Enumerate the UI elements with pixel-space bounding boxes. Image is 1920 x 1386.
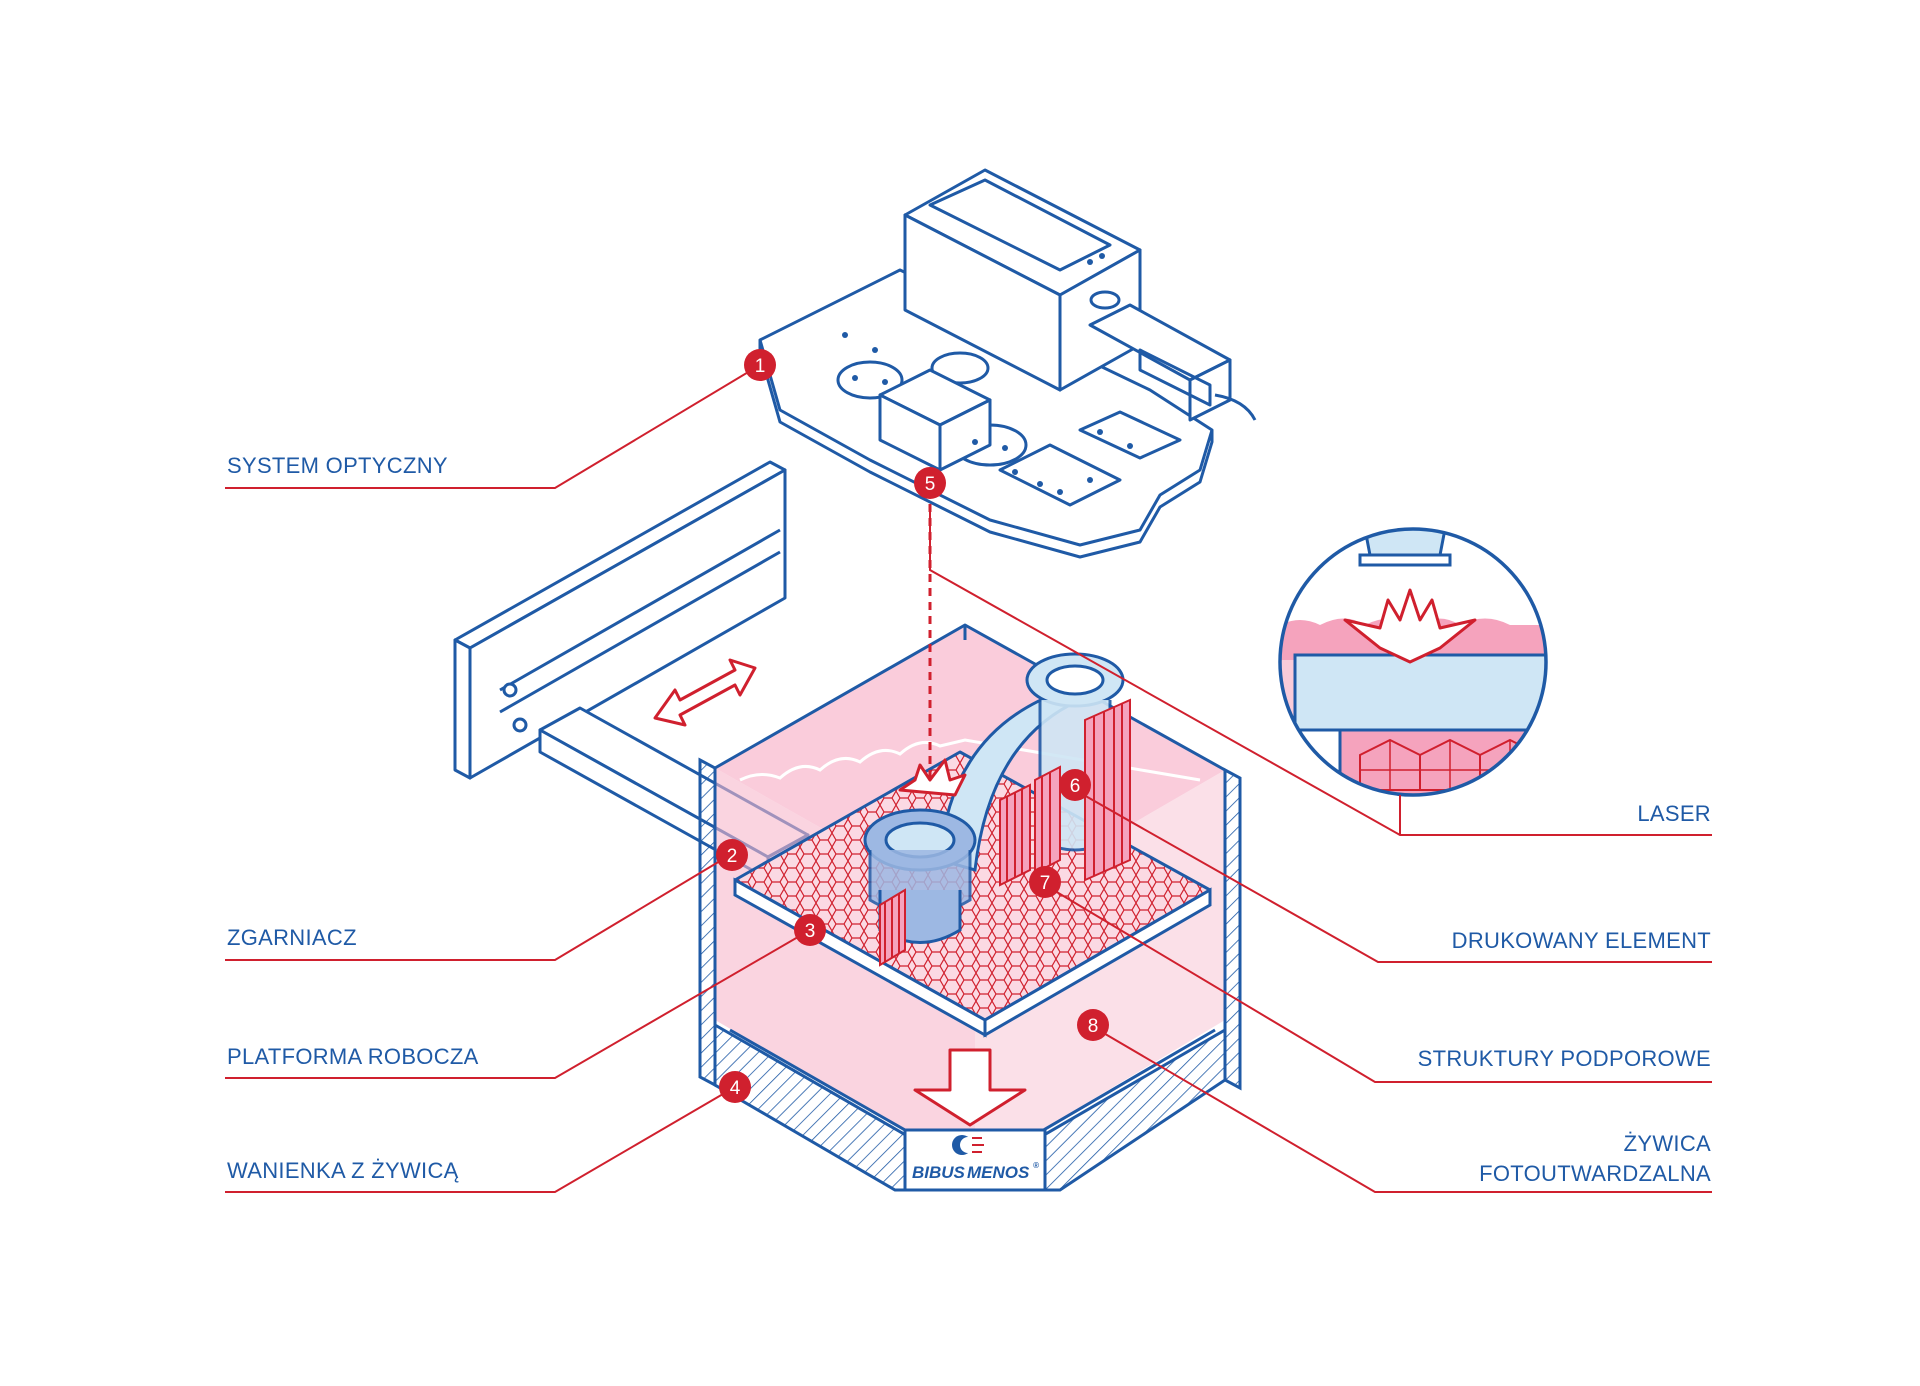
support-structures <box>879 698 1131 967</box>
marker-3: 3 <box>794 914 826 946</box>
marker-1: 1 <box>744 349 776 381</box>
recoater-movement-arrow <box>653 658 757 727</box>
leader-1 <box>225 364 761 489</box>
platform-down-arrow <box>913 1048 1027 1127</box>
leader-5 <box>929 505 1712 836</box>
marker-7: 7 <box>1029 866 1061 898</box>
label-drukowany-element: DRUKOWANY ELEMENT <box>1451 928 1711 953</box>
marker-2: 2 <box>716 839 748 871</box>
leader-lines <box>225 364 1712 1193</box>
label-zgarniacz: ZGARNIACZ <box>227 925 357 950</box>
build-platform <box>733 750 1212 1038</box>
svg-text:5: 5 <box>925 474 936 495</box>
label-laser: LASER <box>1637 801 1711 826</box>
svg-text:6: 6 <box>1070 776 1081 797</box>
label-wanienka: WANIENKA Z ŻYWICĄ <box>227 1158 459 1183</box>
svg-text:7: 7 <box>1040 873 1051 894</box>
marker-6: 6 <box>1059 769 1091 801</box>
svg-text:1: 1 <box>755 356 766 377</box>
optical-system <box>758 168 1257 559</box>
label-zywica-line2: FOTOUTWARDZALNA <box>1479 1161 1711 1186</box>
svg-text:MENOS: MENOS <box>967 1163 1030 1182</box>
label-zywica-line1: ŻYWICA <box>1623 1131 1711 1156</box>
support-column <box>999 783 1031 887</box>
support-column <box>1034 765 1061 875</box>
marker-8: 8 <box>1077 1009 1109 1041</box>
svg-text:BIBUS: BIBUS <box>912 1163 966 1182</box>
leader-7 <box>1044 884 1712 1083</box>
svg-text:8: 8 <box>1088 1016 1099 1037</box>
leader-4 <box>225 1086 736 1193</box>
bibus-menos-logo: BIBUS MENOS ® <box>912 1135 1039 1182</box>
svg-text:®: ® <box>1033 1161 1039 1170</box>
svg-text:4: 4 <box>730 1078 741 1099</box>
leader-6 <box>1074 789 1712 963</box>
label-zywica: ŻYWICA FOTOUTWARDZALNA <box>1479 1129 1711 1189</box>
svg-text:3: 3 <box>805 921 816 942</box>
marker-4: 4 <box>719 1071 751 1103</box>
leader-8 <box>1094 1027 1712 1193</box>
label-struktury-podporowe: STRUKTURY PODPOROWE <box>1417 1046 1711 1071</box>
svg-text:2: 2 <box>727 846 738 867</box>
marker-5: 5 <box>914 467 946 499</box>
support-column <box>879 888 906 967</box>
support-column <box>1084 698 1131 882</box>
laser-zoom-inset <box>1278 527 1548 797</box>
leader-3 <box>225 929 811 1079</box>
label-system-optyczny: SYSTEM OPTYCZNY <box>227 453 448 478</box>
label-platforma-robocza: PLATFORMA ROBOCZA <box>227 1044 479 1069</box>
leader-2 <box>225 854 731 961</box>
